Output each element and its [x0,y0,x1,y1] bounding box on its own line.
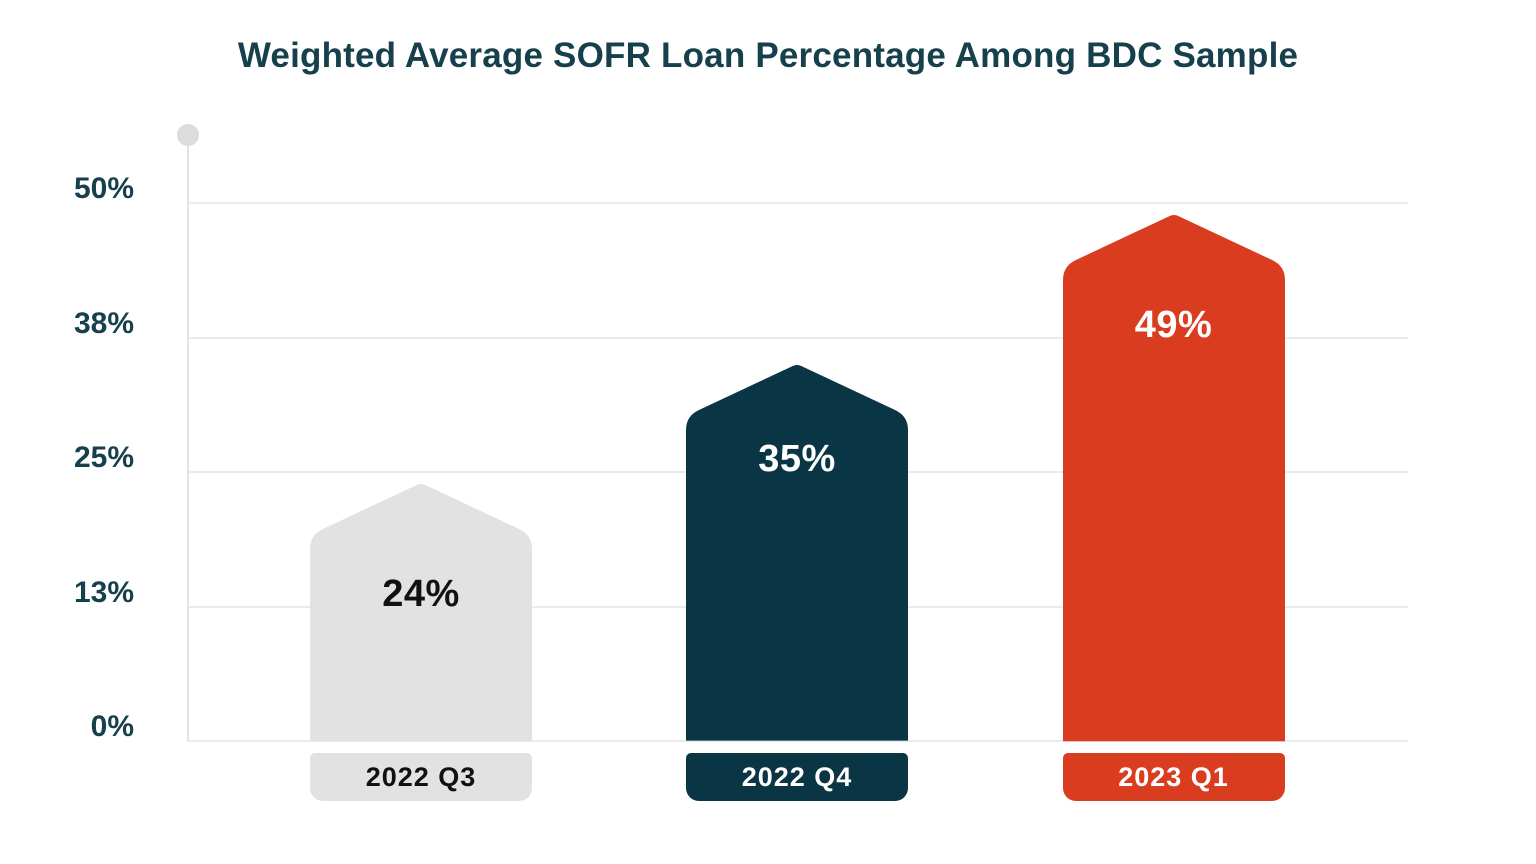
y-axis-dot [177,124,199,146]
y-axis-line [187,135,189,741]
category-label-2022-q3: 2022 Q3 [310,753,532,801]
category-label-2023-q1: 2023 Q1 [1062,753,1285,801]
gridline-0pct [188,740,1408,742]
bar-2023-q1 [1062,214,1285,741]
chart-title: Weighted Average SOFR Loan Percentage Am… [237,36,1299,75]
bar-2022-q3 [310,483,532,741]
bar-value-label: 24% [382,572,460,615]
bar-value-label: 49% [1134,303,1213,346]
category-label-2022-q4: 2022 Q4 [686,753,908,801]
bar-value-label: 35% [758,438,836,480]
y-axis-tick-label: 50% [73,172,134,205]
gridline-38pct [188,336,1408,339]
gridline-50pct [188,202,1408,204]
y-axis-tick-label: 0% [90,710,134,743]
bar-2022-q4 [686,365,908,741]
y-axis-tick-label: 38% [73,306,134,340]
y-axis-tick-label: 25% [73,441,134,474]
y-axis-tick-label: 13% [73,575,134,609]
